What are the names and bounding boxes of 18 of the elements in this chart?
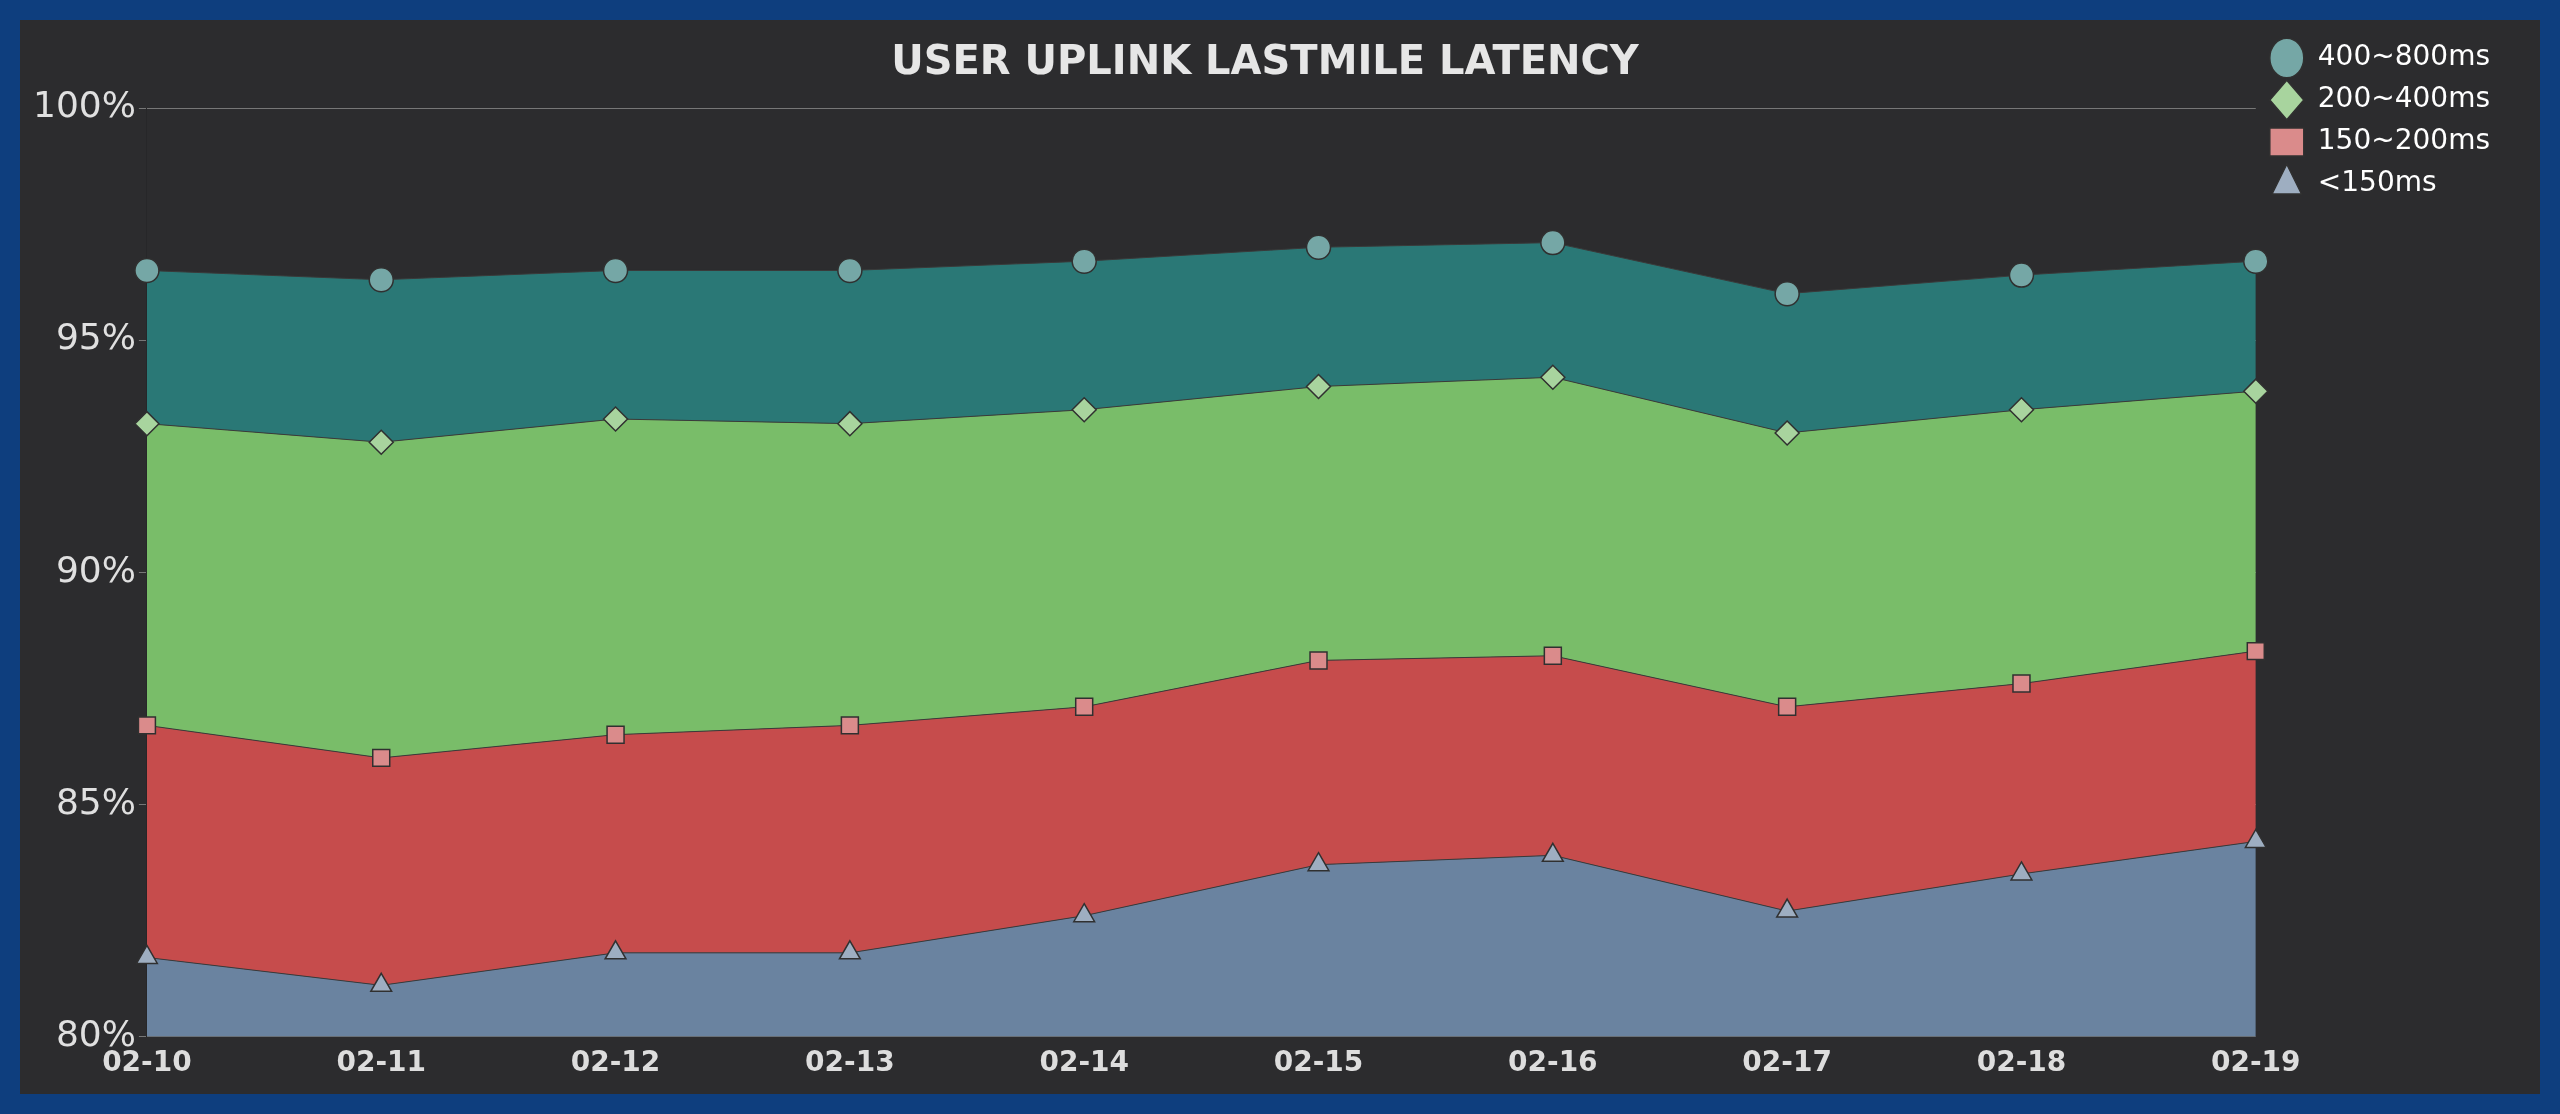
x-tick-label: 02-16 <box>1508 1045 1598 1079</box>
x-tick-label: 02-18 <box>1976 1045 2067 1079</box>
y-tick-label: 90% <box>55 548 136 590</box>
legend-label: 400~800ms <box>2317 39 2491 73</box>
x-tick-label: 02-13 <box>805 1045 895 1079</box>
x-tick-label: 02-12 <box>570 1045 661 1079</box>
legend-label: 200~400ms <box>2317 81 2491 115</box>
x-tick-label: 02-19 <box>2211 1045 2301 1079</box>
y-tick-label: 95% <box>55 316 136 358</box>
y-tick-label: 100% <box>33 84 136 126</box>
x-tick-label: 02-17 <box>1742 1045 1832 1079</box>
legend-label: <150ms <box>2317 165 2437 199</box>
x-tick-label: 02-15 <box>1273 1045 1364 1079</box>
x-tick-label: 02-11 <box>336 1045 427 1079</box>
chart-title: USER UPLINK LASTMILE LATENCY <box>891 37 1640 84</box>
legend-label: 150~200ms <box>2317 123 2491 157</box>
x-tick-label: 02-14 <box>1039 1045 1129 1079</box>
y-tick-label: 85% <box>55 780 136 822</box>
